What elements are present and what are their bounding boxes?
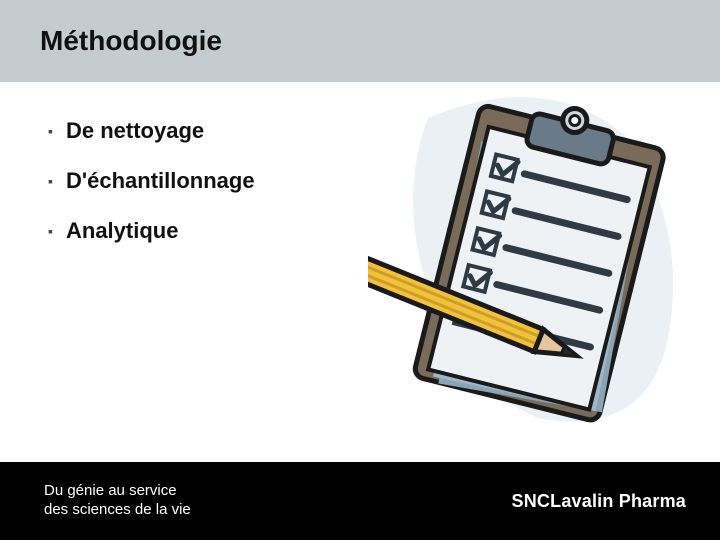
- tagline-line: Du génie au service: [44, 482, 191, 501]
- bullet-item: De nettoyage: [48, 118, 255, 144]
- bullet-item: D'échantillonnage: [48, 168, 255, 194]
- footer-tagline: Du génie au service des sciences de la v…: [44, 482, 191, 520]
- bullet-list: De nettoyage D'échantillonnage Analytiqu…: [48, 118, 255, 268]
- slide: Méthodologie De nettoyage D'échantillonn…: [0, 0, 720, 540]
- tagline-line: des sciences de la vie: [44, 501, 191, 520]
- bullet-item: Analytique: [48, 218, 255, 244]
- footer-brand: SNCLavalin Pharma: [512, 491, 686, 512]
- title-band: Méthodologie: [0, 0, 720, 82]
- clipboard-pencil-icon: [368, 78, 688, 448]
- footer-band: Du génie au service des sciences de la v…: [0, 462, 720, 540]
- slide-title: Méthodologie: [40, 25, 222, 57]
